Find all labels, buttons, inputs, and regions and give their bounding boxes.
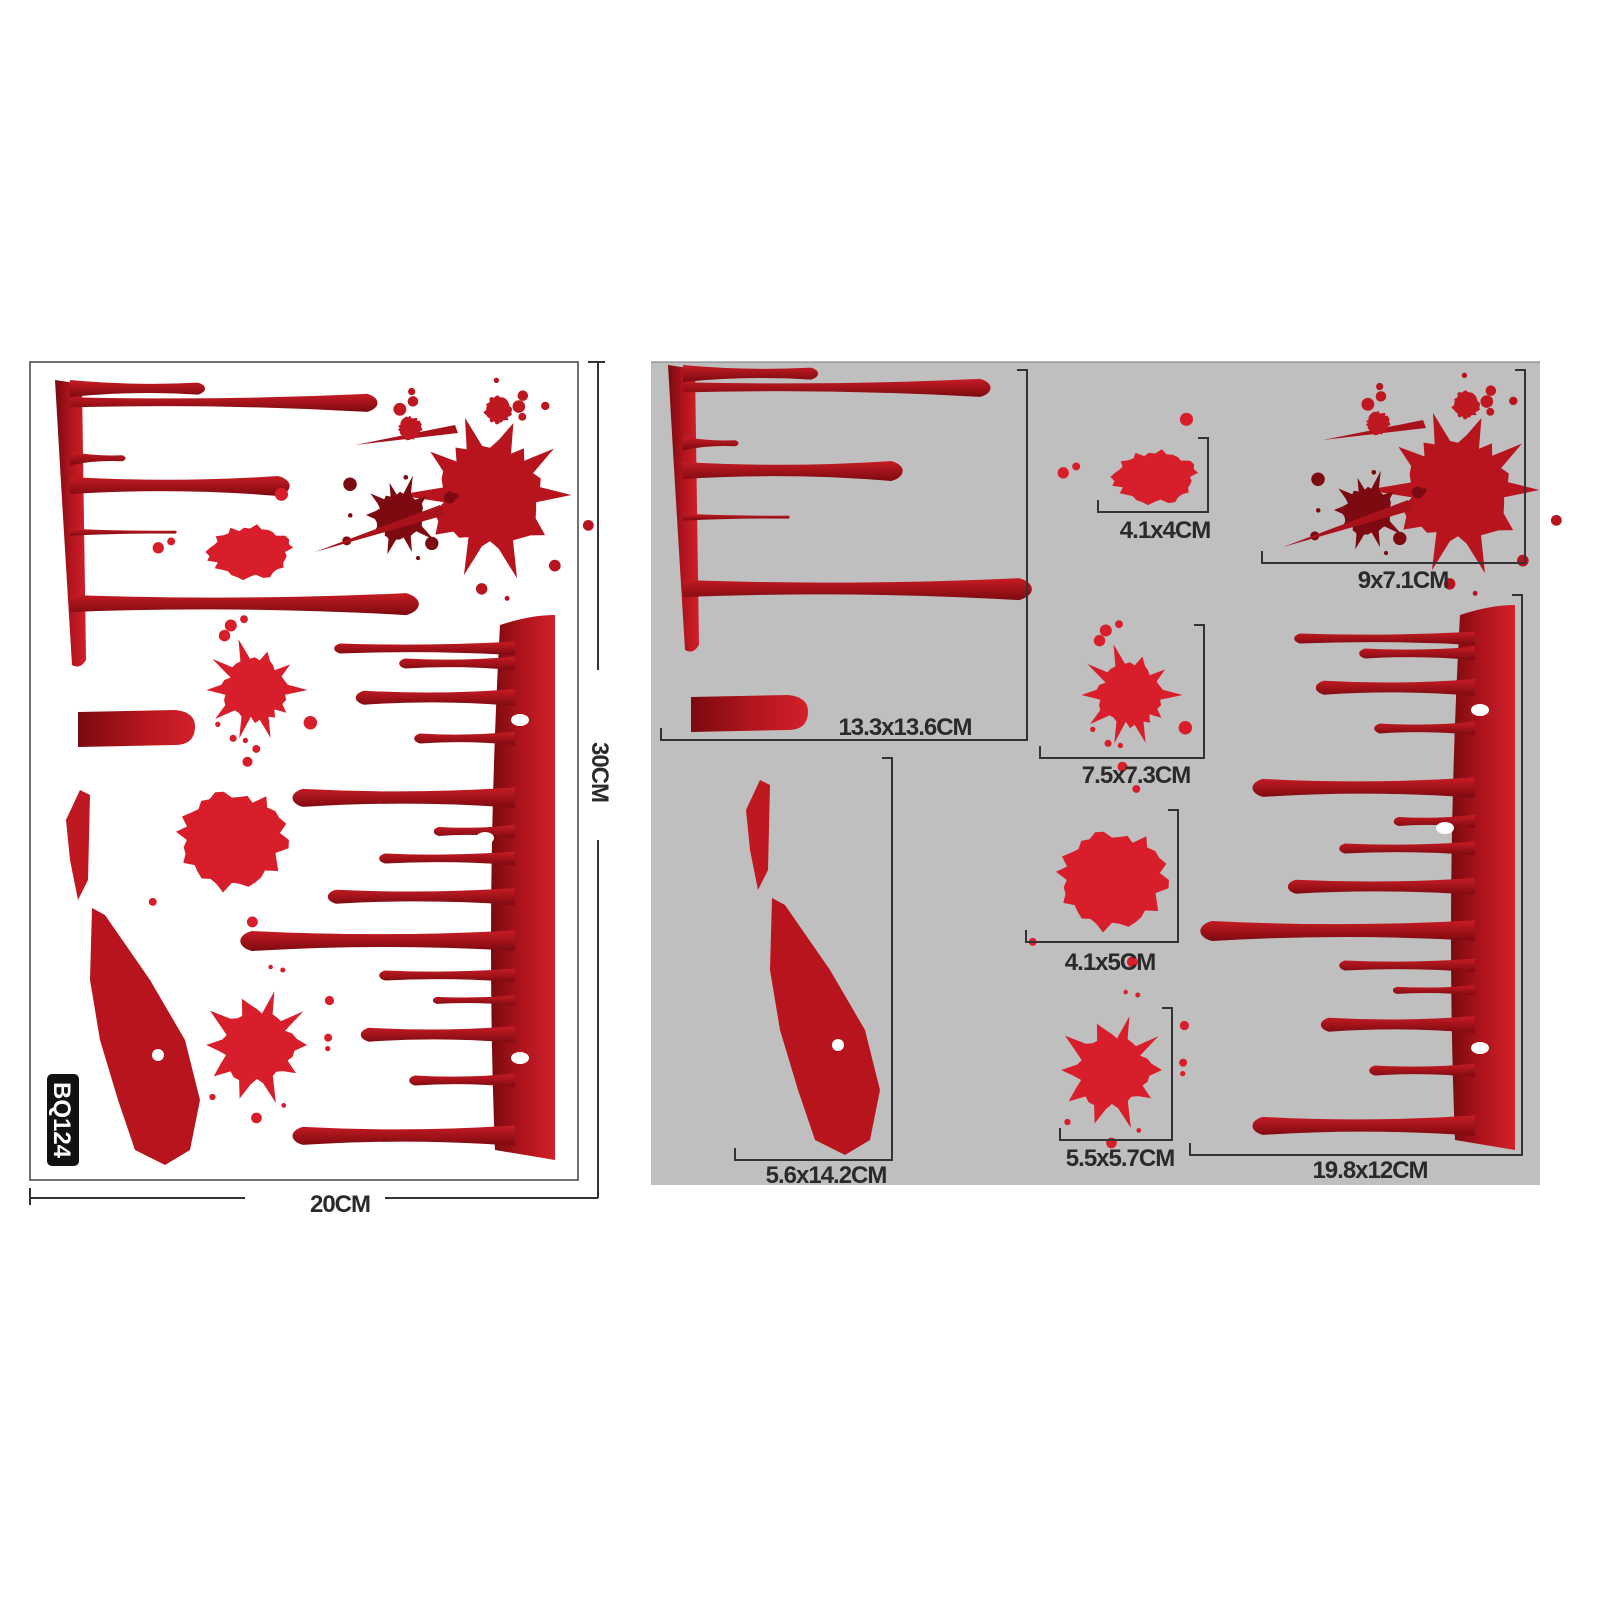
- width-dimension: 20CM: [29, 1188, 598, 1218]
- size-label-blob-small: 4.1x4CM: [1120, 517, 1210, 544]
- product-code: BQ124: [48, 1082, 75, 1159]
- measure-bracket: [734, 757, 893, 1161]
- size-label-smear: 5.6x14.2CM: [766, 1162, 887, 1189]
- width-label: 20CM: [310, 1191, 370, 1218]
- right-sheet: 13.3x13.6CM 4.1x4CM 9x7.1CM 7.5x7.3CM 4.…: [651, 361, 1562, 1189]
- product-code-badge: BQ124: [47, 1074, 79, 1166]
- height-label: 30CM: [586, 742, 613, 802]
- measure-bracket: [1189, 594, 1523, 1156]
- measure-bracket: [1261, 369, 1526, 564]
- size-label-blob-medium: 4.1x5CM: [1065, 949, 1155, 976]
- size-label-splat-medium: 7.5x7.3CM: [1082, 762, 1190, 789]
- measure-bracket: [1039, 624, 1205, 759]
- size-label-drips-top: 13.3x13.6CM: [838, 714, 971, 741]
- measure-bracket: [660, 369, 1028, 741]
- height-dimension: 30CM: [586, 361, 613, 1198]
- measure-bracket: [1097, 437, 1209, 513]
- size-label-splatter-large: 9x7.1CM: [1358, 567, 1448, 594]
- left-sheet: BQ124 20CM 30CM: [29, 361, 613, 1218]
- size-label-splat-round: 5.5x5.7CM: [1066, 1145, 1174, 1172]
- measure-bracket: [1025, 809, 1179, 943]
- size-label-drip-band: 19.8x12CM: [1312, 1157, 1427, 1184]
- measure-bracket: [1059, 1007, 1173, 1141]
